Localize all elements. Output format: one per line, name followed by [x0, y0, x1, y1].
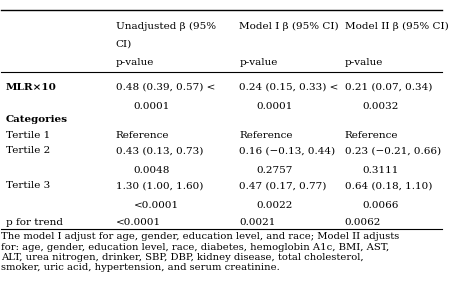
Text: 0.0022: 0.0022	[257, 201, 293, 210]
Text: 0.48 (0.39, 0.57) <: 0.48 (0.39, 0.57) <	[116, 83, 215, 92]
Text: 1.30 (1.00, 1.60): 1.30 (1.00, 1.60)	[116, 181, 203, 190]
Text: Model I β (95% CI): Model I β (95% CI)	[239, 22, 339, 31]
Text: Tertile 1: Tertile 1	[6, 131, 50, 139]
Text: 0.3111: 0.3111	[363, 166, 399, 175]
Text: <0.0001: <0.0001	[116, 218, 161, 226]
Text: 0.2757: 0.2757	[257, 166, 293, 175]
Text: 0.16 (−0.13, 0.44): 0.16 (−0.13, 0.44)	[239, 146, 335, 156]
Text: 0.47 (0.17, 0.77): 0.47 (0.17, 0.77)	[239, 181, 327, 190]
Text: Tertile 2: Tertile 2	[6, 146, 50, 156]
Text: 0.0032: 0.0032	[363, 102, 399, 111]
Text: 0.0001: 0.0001	[134, 102, 170, 111]
Text: Unadjusted β (95%: Unadjusted β (95%	[116, 22, 216, 31]
Text: p-value: p-value	[116, 58, 154, 67]
Text: CI): CI)	[116, 39, 132, 48]
Text: 0.0066: 0.0066	[363, 201, 399, 210]
Text: 0.0021: 0.0021	[239, 218, 275, 226]
Text: 0.24 (0.15, 0.33) <: 0.24 (0.15, 0.33) <	[239, 83, 338, 92]
Text: p-value: p-value	[345, 58, 383, 67]
Text: 0.64 (0.18, 1.10): 0.64 (0.18, 1.10)	[345, 181, 432, 190]
Text: Tertile 3: Tertile 3	[6, 181, 50, 190]
Text: 0.21 (0.07, 0.34): 0.21 (0.07, 0.34)	[345, 83, 432, 92]
Text: 0.0001: 0.0001	[257, 102, 293, 111]
Text: Reference: Reference	[345, 131, 398, 139]
Text: p-value: p-value	[239, 58, 278, 67]
Text: The model I adjust for age, gender, education level, and race; Model II adjusts
: The model I adjust for age, gender, educ…	[1, 232, 400, 272]
Text: 0.43 (0.13, 0.73): 0.43 (0.13, 0.73)	[116, 146, 203, 156]
Text: Model II β (95% CI): Model II β (95% CI)	[345, 22, 448, 31]
Text: 0.0048: 0.0048	[134, 166, 170, 175]
Text: p for trend: p for trend	[6, 218, 63, 226]
Text: 0.0062: 0.0062	[345, 218, 381, 226]
Text: MLR×10: MLR×10	[6, 83, 57, 92]
Text: Categories: Categories	[6, 115, 68, 124]
Text: Reference: Reference	[239, 131, 292, 139]
Text: 0.23 (−0.21, 0.66): 0.23 (−0.21, 0.66)	[345, 146, 441, 156]
Text: <0.0001: <0.0001	[134, 201, 179, 210]
Text: Reference: Reference	[116, 131, 169, 139]
